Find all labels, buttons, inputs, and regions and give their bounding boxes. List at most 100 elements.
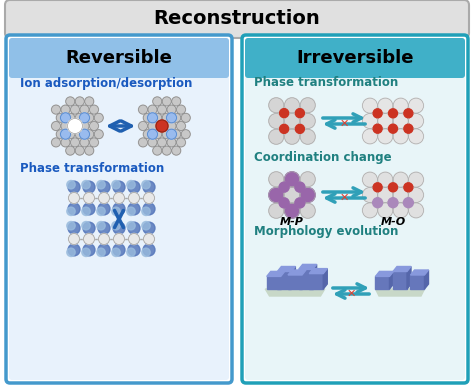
Circle shape [90,105,99,114]
Circle shape [269,98,284,113]
Circle shape [85,146,94,155]
Text: Irreversible: Irreversible [296,49,414,67]
Circle shape [80,113,90,123]
Circle shape [284,113,300,129]
Text: Phase transformation: Phase transformation [254,77,398,90]
Circle shape [61,105,70,114]
Circle shape [94,113,103,122]
Circle shape [127,181,135,189]
Circle shape [404,124,413,133]
Circle shape [393,172,408,187]
FancyBboxPatch shape [9,38,229,380]
Circle shape [404,183,413,192]
Circle shape [61,122,70,131]
Circle shape [148,122,157,131]
Polygon shape [410,275,425,289]
Polygon shape [313,264,317,289]
Circle shape [409,203,424,218]
Circle shape [409,172,424,187]
Circle shape [75,97,84,106]
FancyBboxPatch shape [242,35,468,383]
Circle shape [153,97,162,106]
Circle shape [295,109,304,118]
Circle shape [127,221,135,230]
Circle shape [83,233,94,244]
Circle shape [75,130,84,139]
Circle shape [284,129,300,144]
Circle shape [98,222,110,234]
Circle shape [166,129,176,139]
Circle shape [162,130,171,139]
Circle shape [181,113,190,122]
Circle shape [363,203,377,218]
Circle shape [144,192,155,203]
Circle shape [393,113,408,129]
Polygon shape [309,274,323,289]
Polygon shape [375,276,390,289]
Polygon shape [288,270,306,275]
Text: ✕: ✕ [339,119,349,129]
Circle shape [284,188,300,203]
Text: Reversible: Reversible [65,49,173,67]
Circle shape [153,113,162,122]
Circle shape [112,248,120,256]
Circle shape [409,129,424,144]
Text: Ion adsorption/desorption: Ion adsorption/desorption [20,77,192,90]
Circle shape [71,122,80,131]
Circle shape [300,129,315,144]
Circle shape [176,105,185,114]
Circle shape [128,233,139,244]
Circle shape [269,129,284,144]
Circle shape [80,138,89,147]
Polygon shape [299,264,317,269]
Circle shape [409,98,424,113]
Circle shape [172,113,181,122]
Circle shape [85,130,94,139]
Circle shape [142,221,150,230]
Text: Coordination change: Coordination change [254,151,392,163]
Circle shape [138,122,147,131]
Circle shape [61,129,71,139]
FancyBboxPatch shape [6,35,232,383]
Circle shape [68,203,80,215]
Polygon shape [375,271,393,276]
Polygon shape [302,270,306,289]
Circle shape [128,181,140,193]
Circle shape [176,138,185,147]
Circle shape [113,192,125,203]
Circle shape [97,221,105,230]
Circle shape [82,221,90,230]
Circle shape [393,188,408,203]
FancyBboxPatch shape [5,0,469,38]
FancyBboxPatch shape [245,38,465,380]
Polygon shape [393,267,411,271]
Text: Reconstruction: Reconstruction [154,9,320,29]
Polygon shape [323,269,327,289]
Circle shape [153,130,162,139]
Circle shape [97,248,105,256]
Circle shape [172,130,181,139]
Circle shape [142,181,150,189]
Circle shape [373,109,382,118]
Circle shape [113,244,125,256]
Circle shape [113,181,125,193]
Circle shape [85,97,94,106]
Circle shape [147,129,157,139]
Circle shape [83,244,95,256]
Polygon shape [292,267,295,289]
Circle shape [128,222,140,234]
Circle shape [113,222,125,234]
Circle shape [75,146,84,155]
Circle shape [284,172,300,187]
Circle shape [389,109,398,118]
Circle shape [162,113,171,122]
Circle shape [68,244,80,256]
Circle shape [67,248,75,256]
Circle shape [138,138,147,147]
Circle shape [80,129,90,139]
Polygon shape [288,275,302,289]
Circle shape [280,124,289,133]
Circle shape [373,124,382,133]
Circle shape [143,181,155,193]
Circle shape [157,122,166,131]
